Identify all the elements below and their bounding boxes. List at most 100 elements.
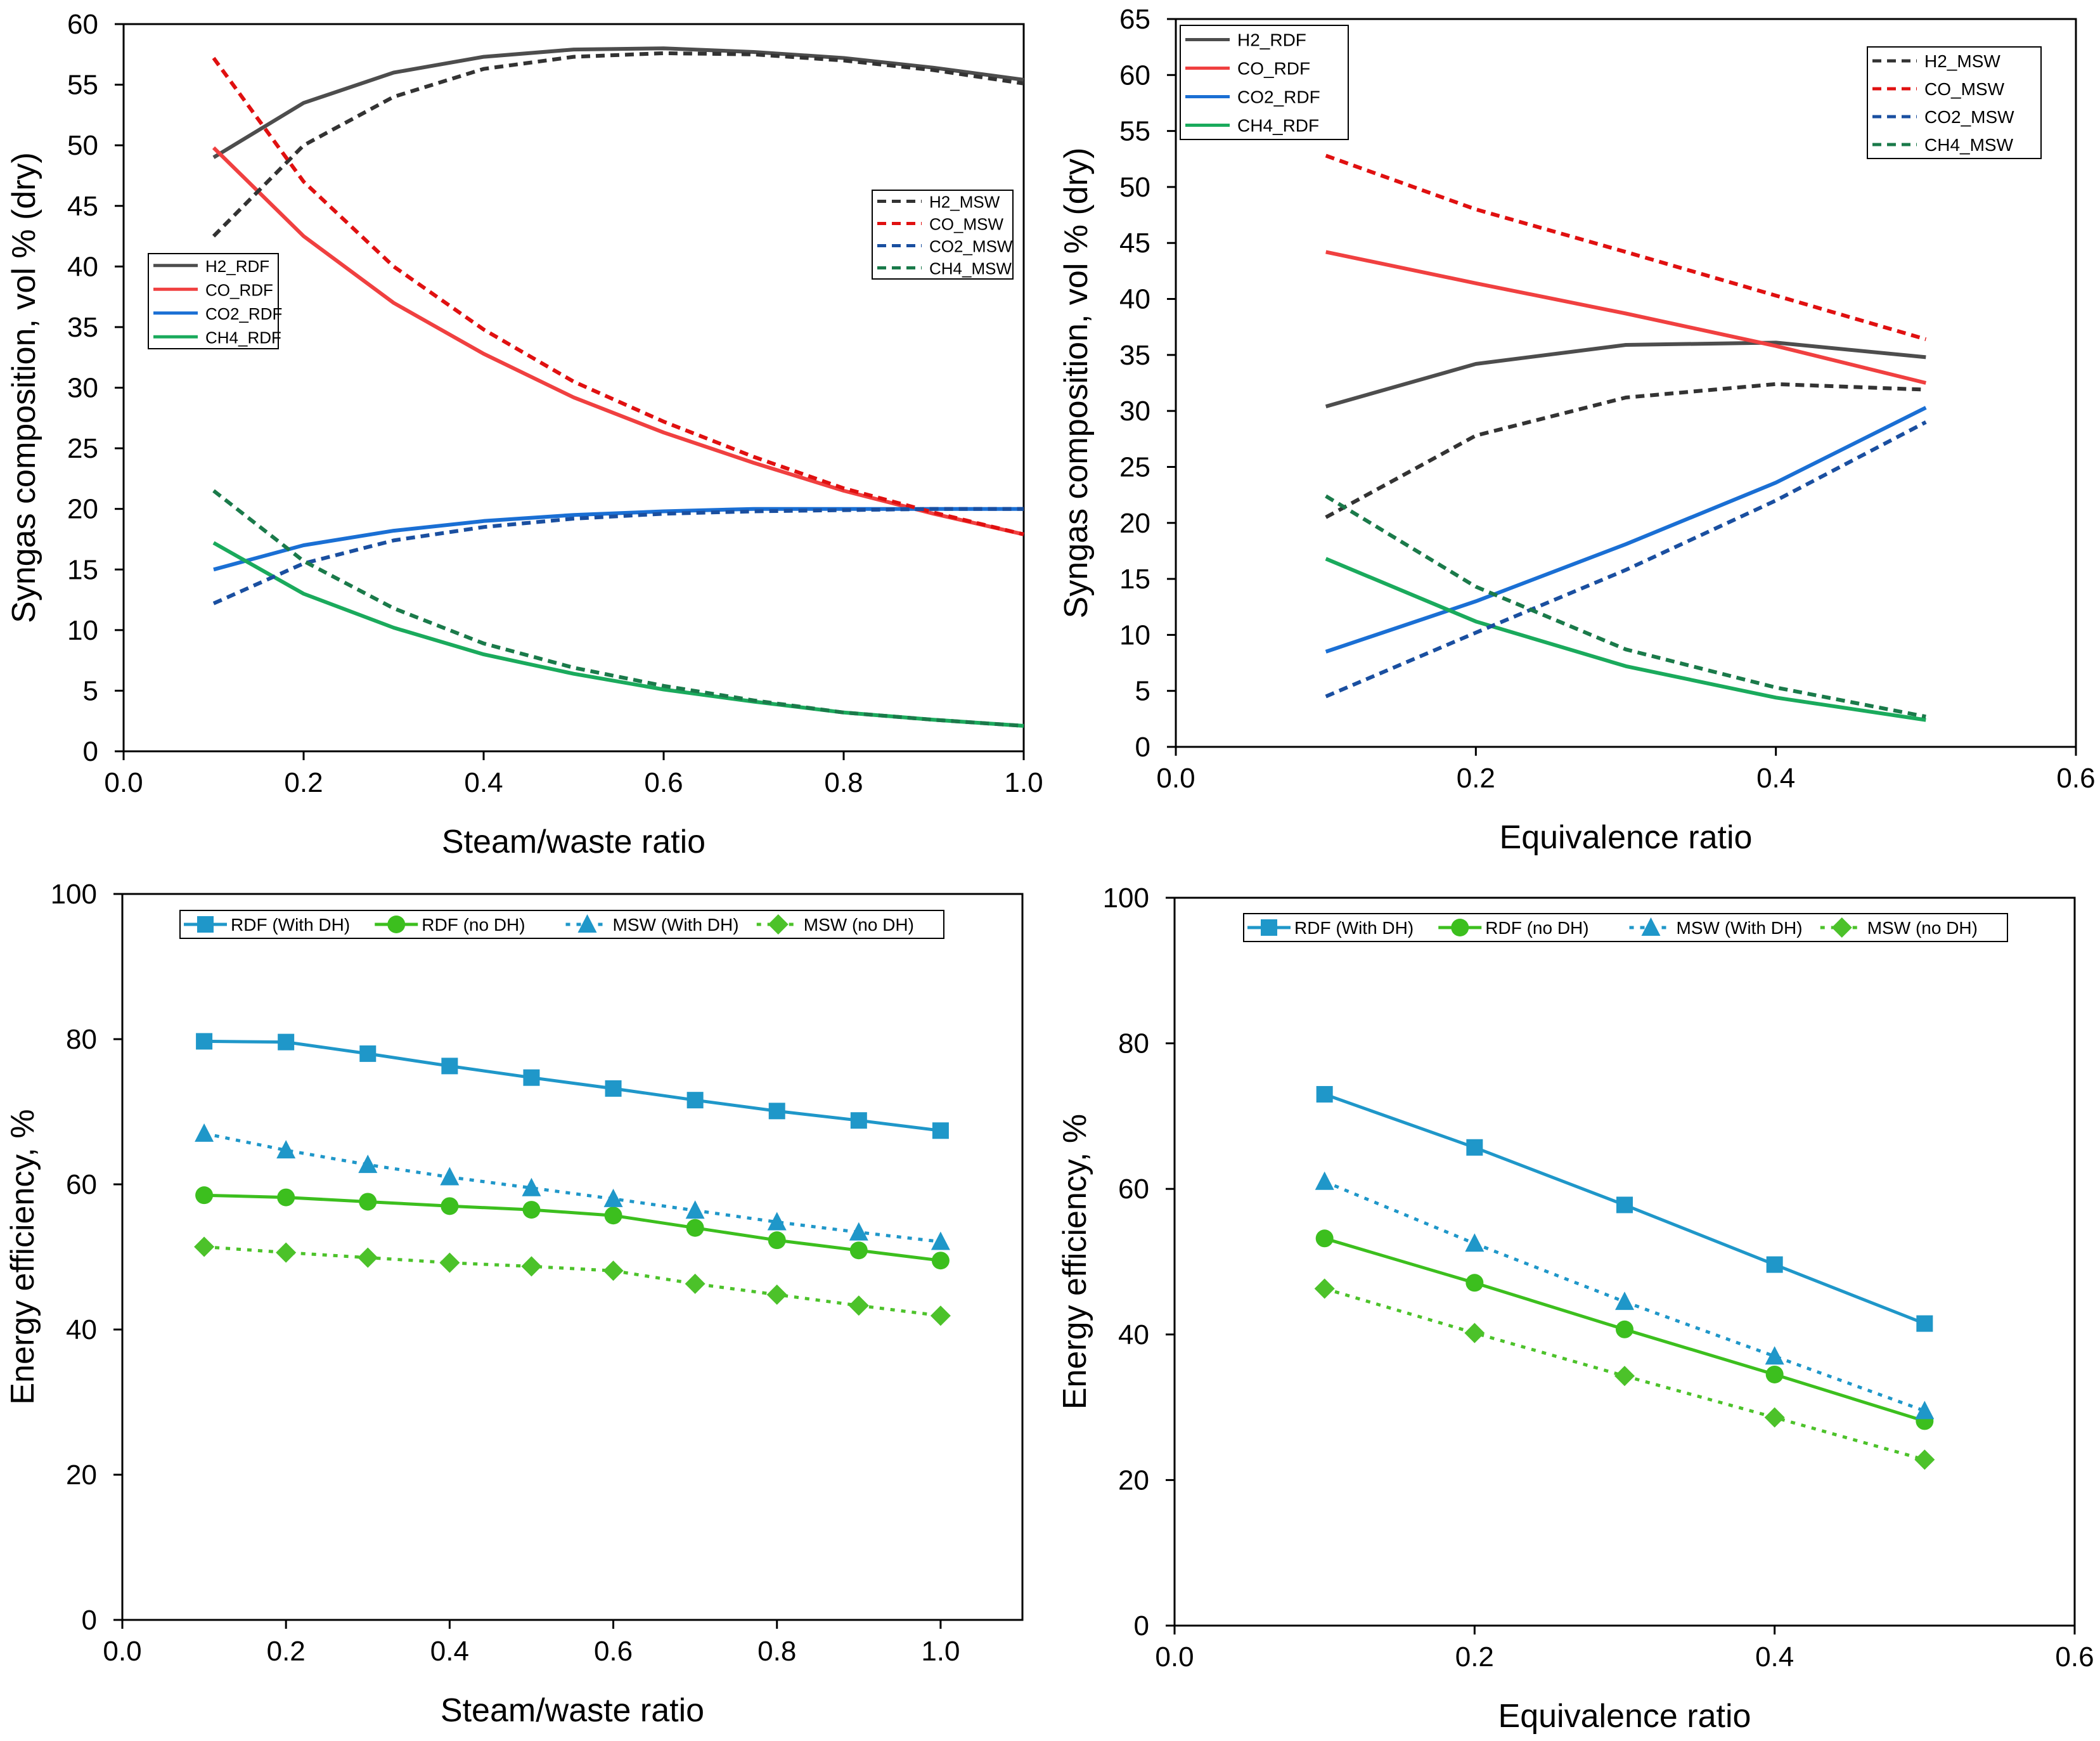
legend-entry-h2-msw: H2_MSW: [877, 193, 1000, 212]
data-point-msw-with-dh: [1915, 1401, 1935, 1420]
x-tick-label: 0.2: [1457, 763, 1495, 794]
legend-entry-rdf-with-dh: RDF (With DH): [1247, 918, 1414, 938]
y-tick-label: 80: [1118, 1028, 1149, 1059]
y-tick-label: 100: [51, 879, 97, 910]
data-point-msw-no-dh: [521, 1256, 542, 1277]
series-line-rdf-with-dh: [204, 1039, 941, 1132]
data-point-rdf-no-dh: [604, 1207, 622, 1225]
data-point-rdf-with-dh: [441, 1058, 458, 1075]
data-point-rdf-with-dh: [1916, 1315, 1933, 1332]
x-tick-label: 1.0: [921, 1636, 960, 1667]
series-line-ch4-rdf: [1325, 557, 1926, 722]
y-axis-label: Syngas composition, vol % (dry): [6, 152, 42, 623]
legend-marker: [768, 914, 789, 935]
data-point-rdf-no-dh: [1465, 1274, 1484, 1292]
y-tick-label: 35: [67, 312, 98, 343]
series-co-msw: [1325, 153, 1927, 341]
data-point-msw-no-dh: [766, 1285, 787, 1305]
y-tick-label: 40: [1119, 284, 1150, 315]
data-point-rdf-with-dh: [686, 1092, 704, 1109]
series-line-ch4-rdf: [212, 541, 1024, 728]
legend-entry-co2-rdf: CO2_RDF: [153, 304, 282, 323]
legend-entry-h2-msw: H2_MSW: [1872, 51, 2000, 71]
y-tick-label: 40: [67, 251, 98, 282]
legend-entry-co2-msw: CO2_MSW: [877, 237, 1013, 256]
legend-entry-co2-rdf: CO2_RDF: [1185, 87, 1320, 107]
y-tick-label: 80: [66, 1024, 97, 1055]
data-point-msw-no-dh: [848, 1295, 869, 1316]
x-tick-label: 0.0: [1156, 763, 1195, 794]
data-point-msw-with-dh: [931, 1231, 950, 1250]
legend-entry-rdf-no-dh: RDF (no DH): [1438, 918, 1589, 938]
data-point-msw-no-dh: [276, 1242, 297, 1263]
series-msw-with-dh: [1315, 1171, 1935, 1420]
data-point-rdf-no-dh: [195, 1186, 214, 1205]
plot-frame: [121, 893, 1024, 1621]
legend-entry-co-msw: CO_MSW: [1872, 79, 2005, 99]
data-point-rdf-with-dh: [278, 1033, 295, 1051]
legend-label: CO2_RDF: [205, 304, 282, 323]
x-tick-label: 0.2: [267, 1636, 306, 1667]
data-point-msw-with-dh: [1765, 1346, 1784, 1365]
x-tick-label: 0.8: [757, 1636, 796, 1667]
y-tick-label: 60: [1119, 60, 1150, 91]
legend-label: CO2_MSW: [929, 237, 1013, 256]
legend-box: [1180, 25, 1349, 140]
series-line-co-rdf: [1325, 250, 1927, 385]
legend-box: [1243, 913, 2008, 942]
series-h2-msw: [1325, 382, 1926, 519]
x-tick-label: 0.4: [430, 1636, 469, 1667]
data-point-msw-with-dh: [767, 1212, 787, 1231]
legend-label: H2_MSW: [1924, 51, 2000, 71]
panel-a-syngas-vs-steam: 0.0 0.2 0.4 0.6 0.8 1.0 0 5 10 15 20 25 30 35 40 45 50 55…: [6, 9, 1043, 860]
legend-entry-co-rdf: CO_RDF: [1185, 59, 1310, 79]
data-point-msw-with-dh: [685, 1200, 705, 1219]
series-line-h2-rdf: [1325, 340, 1926, 408]
data-point-rdf-no-dh: [1315, 1229, 1334, 1248]
legend-box: [872, 190, 1014, 280]
series-co-rdf: [212, 146, 1024, 536]
legend-label: CH4_MSW: [929, 259, 1012, 278]
y-tick-label: 65: [1119, 4, 1150, 35]
series-line-co-msw: [1325, 153, 1927, 341]
series-line-co2-rdf: [1325, 406, 1927, 654]
data-point-rdf-no-dh: [522, 1201, 541, 1219]
legend-1: RDF (With DH) RDF (no DH) MSW (With DH) MSW…: [179, 910, 944, 939]
plot-frame: [1173, 896, 2076, 1627]
legend-entry-ch4-msw: CH4_MSW: [1872, 135, 2014, 155]
series-line-co2-msw: [1325, 420, 1927, 699]
series-h2-rdf: [212, 46, 1024, 159]
series-ch4-msw: [212, 489, 1024, 728]
series-ch4-rdf: [212, 541, 1024, 728]
data-point-msw-no-dh: [1464, 1323, 1485, 1343]
legend-marker: [1261, 919, 1277, 936]
series-line-co2-msw: [212, 507, 1024, 605]
series-line-co-msw: [212, 56, 1024, 536]
x-tick-label: 0.6: [2056, 763, 2095, 794]
y-tick-label: 55: [67, 70, 98, 101]
data-point-msw-no-dh: [439, 1252, 460, 1273]
y-tick-label: 55: [1119, 116, 1150, 147]
data-point-rdf-no-dh: [441, 1197, 459, 1215]
legend-1: H2_RDF CO_RDF CO2_RDF CH4_RDF: [1180, 25, 1349, 140]
data-point-rdf-with-dh: [1766, 1256, 1783, 1273]
x-axis-label: Equivalence ratio: [1498, 1698, 1751, 1735]
series-rdf-with-dh: [196, 1033, 949, 1139]
data-point-rdf-no-dh: [277, 1188, 295, 1207]
x-tick-label: 0.4: [1755, 1641, 1794, 1673]
y-tick-label: 20: [1119, 508, 1150, 539]
legend-label: CO_MSW: [929, 215, 1003, 234]
x-tick-label: 1.0: [1004, 767, 1043, 798]
legend-entry-msw-no-dh: MSW (no DH): [756, 914, 914, 935]
y-tick-label: 0: [83, 736, 98, 767]
panel-c-efficiency-vs-steam: 0.0 0.2 0.4 0.6 0.8 1.0 0 20 40 60 80 100 Steam/wast…: [4, 879, 1024, 1729]
legend-label: CO_RDF: [205, 280, 273, 299]
panel-d-efficiency-vs-er: 0.0 0.2 0.4 0.6 0 20 40 60 80 100 Equivalence rati…: [1057, 883, 2094, 1735]
data-point-msw-with-dh: [358, 1155, 378, 1174]
legend-label: CO2_RDF: [1237, 87, 1320, 107]
legend-label: RDF (With DH): [1294, 918, 1414, 938]
legend-box: [1867, 46, 2042, 159]
series-h2-rdf: [1325, 340, 1926, 408]
legend-entry-ch4-rdf: CH4_RDF: [1185, 116, 1319, 136]
